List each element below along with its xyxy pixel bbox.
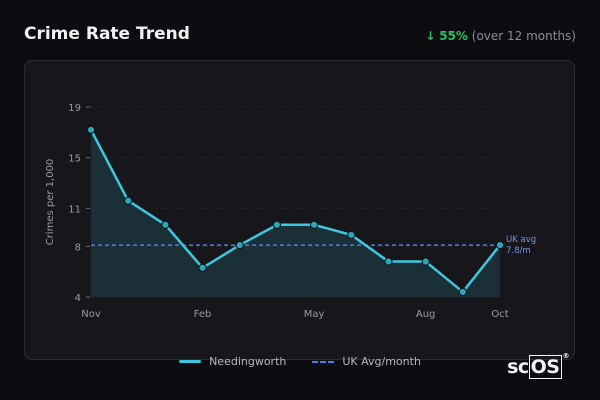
data-point <box>272 220 282 229</box>
legend-item-series[interactable]: Needingworth <box>179 355 286 368</box>
logo-mark: ® <box>562 351 570 360</box>
logo-boxed: OS <box>528 355 562 379</box>
x-tick-label: Feb <box>194 309 212 320</box>
legend-swatch-reference <box>312 360 335 363</box>
chart-title: Crime Rate Trend <box>24 24 190 44</box>
data-point <box>384 257 393 266</box>
data-point <box>458 287 467 297</box>
data-point <box>86 125 96 134</box>
legend-swatch-series <box>179 360 202 363</box>
change-indicator: ↓ 55% (over 12 months) <box>425 29 576 43</box>
series-area <box>91 129 500 297</box>
brand-logo: sc OS® <box>507 352 569 379</box>
legend-label-series: Needingworth <box>209 355 287 368</box>
change-percent: 55% <box>439 29 468 43</box>
data-point <box>347 230 356 240</box>
data-point <box>421 257 430 266</box>
legend-label-reference: UK Avg/month <box>342 355 421 368</box>
data-point <box>495 240 505 250</box>
data-point <box>161 220 170 229</box>
reference-label-line2: 7.8/m <box>506 246 531 256</box>
logo-prefix: sc <box>507 356 529 378</box>
series-line <box>89 129 501 294</box>
reference-label-line1: UK avg <box>506 235 536 245</box>
x-tick-label: Oct <box>491 309 508 320</box>
data-point <box>235 240 244 250</box>
y-tick-label: 4 <box>75 293 81 304</box>
chart-legend: Needingworth UK Avg/month <box>0 355 600 368</box>
y-tick-label: 19 <box>68 103 81 114</box>
x-tick-label: May <box>304 309 325 320</box>
data-point <box>124 196 133 205</box>
y-axis-label: Crimes per 1,000 <box>45 159 56 246</box>
data-point <box>198 263 207 272</box>
y-tick-label: 8 <box>75 242 81 253</box>
y-tick-label: 15 <box>68 154 81 165</box>
data-point <box>309 220 319 229</box>
down-arrow-icon: ↓ <box>425 29 436 43</box>
change-period: (over 12 months) <box>471 29 576 43</box>
x-tick-label: Nov <box>81 309 101 320</box>
x-tick-label: Aug <box>416 309 436 320</box>
legend-item-reference[interactable]: UK Avg/month <box>312 355 421 368</box>
y-tick-label: 11 <box>68 204 81 215</box>
